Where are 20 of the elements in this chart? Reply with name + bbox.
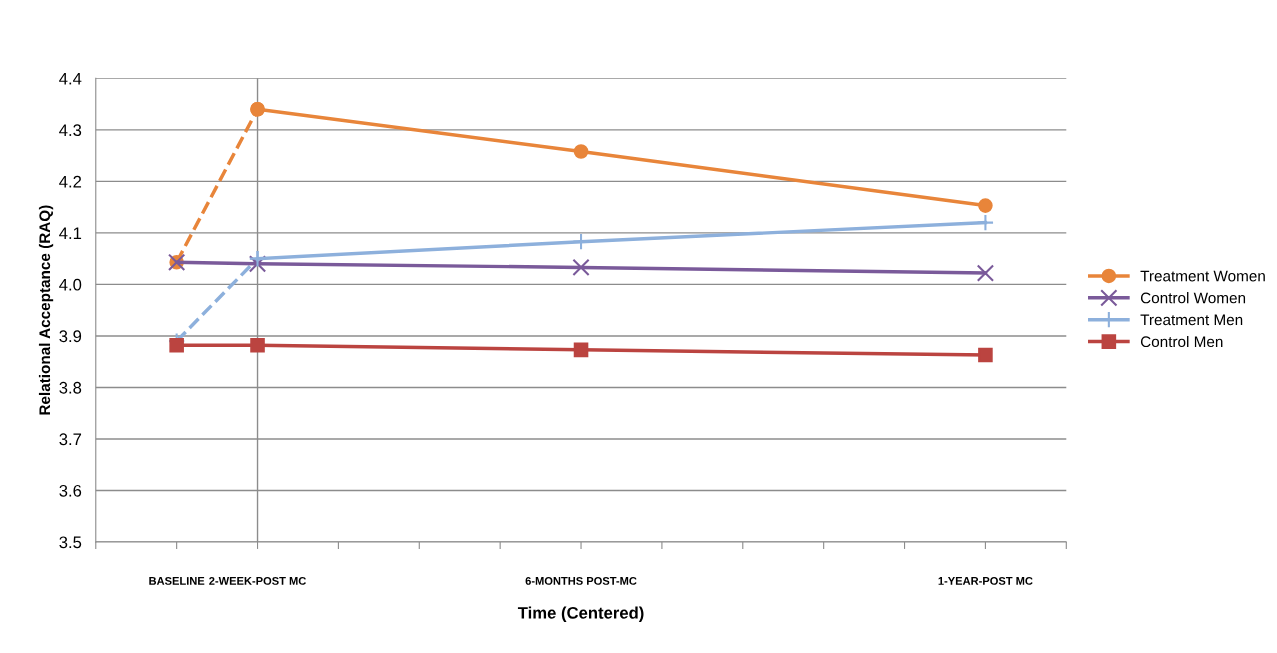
y-tick-label: 4.1 bbox=[59, 227, 82, 239]
y-tick-label: 4.4 bbox=[59, 72, 82, 85]
legend-label: Treatment Women bbox=[1140, 270, 1265, 282]
y-tick-label: 3.5 bbox=[59, 536, 82, 549]
y-axis-title: Relational Acceptance (RAQ) bbox=[38, 205, 54, 415]
x-tick-label: 6-MONTHS POST-MC bbox=[525, 577, 637, 585]
x-tick-label: 2-WEEK-POST MC bbox=[209, 577, 306, 585]
y-tick-label: 3.6 bbox=[59, 484, 82, 497]
x-tick-label: 1-YEAR-POST MC bbox=[938, 577, 1033, 585]
y-tick-label: 3.9 bbox=[59, 330, 82, 343]
y-tick-label: 3.7 bbox=[59, 433, 82, 446]
legend-label: Control Men bbox=[1140, 335, 1223, 348]
legend-label: Treatment Men bbox=[1140, 314, 1243, 326]
y-tick-label: 4.0 bbox=[59, 278, 82, 291]
legend-label: Control Women bbox=[1140, 292, 1246, 304]
y-tick-label: 4.3 bbox=[59, 124, 82, 137]
x-tick-label: BASELINE bbox=[149, 577, 205, 585]
y-tick-label: 3.8 bbox=[59, 381, 82, 394]
y-tick-label: 4.2 bbox=[59, 175, 82, 188]
x-axis-title: Time (Centered) bbox=[517, 606, 644, 623]
